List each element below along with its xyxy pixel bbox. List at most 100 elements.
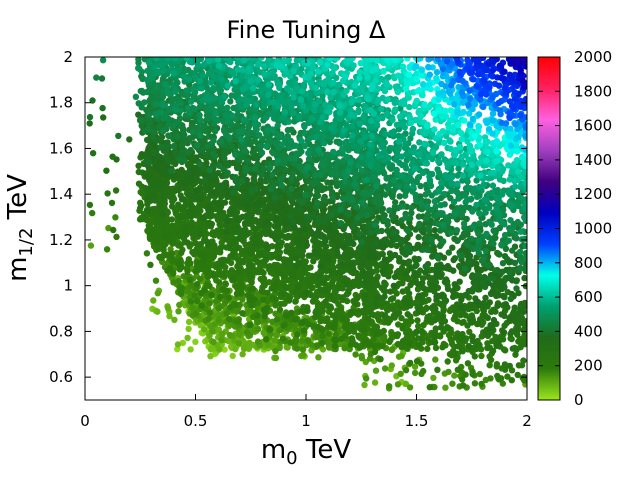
scatter-point xyxy=(444,285,452,293)
scatter-point xyxy=(249,302,256,309)
scatter-point xyxy=(499,380,506,387)
scatter-point xyxy=(514,371,521,379)
scatter-point xyxy=(398,237,406,244)
scatter-point xyxy=(126,136,133,143)
scatter-point xyxy=(263,244,270,251)
scatter-point xyxy=(416,307,423,315)
scatter-point xyxy=(425,246,432,254)
scatter-point xyxy=(196,224,203,231)
scatter-point xyxy=(292,338,299,346)
scatter-point xyxy=(398,315,405,322)
scatter-point xyxy=(178,284,185,292)
scatter-point xyxy=(339,261,347,268)
scatter-point xyxy=(243,329,251,336)
scatter-point xyxy=(221,149,228,156)
scatter-point xyxy=(231,246,239,253)
scatter-point xyxy=(135,180,143,187)
scatter-point xyxy=(160,242,168,250)
scatter-point xyxy=(384,227,391,234)
scatter-point xyxy=(154,181,161,188)
scatter-point xyxy=(138,117,145,124)
scatter-point xyxy=(362,278,369,286)
scatter-point xyxy=(345,287,352,294)
scatter-point xyxy=(295,283,302,290)
scatter-point xyxy=(522,339,527,347)
scatter-point xyxy=(285,297,293,304)
scatter-point xyxy=(235,340,243,347)
scatter-point xyxy=(278,239,285,246)
scatter-point xyxy=(457,252,464,259)
scatter-point xyxy=(370,335,377,343)
scatter-point xyxy=(99,104,106,112)
scatter-point xyxy=(335,301,342,308)
scatter-point xyxy=(412,262,419,270)
scatter-point xyxy=(484,314,491,321)
scatter-point xyxy=(327,303,334,310)
scatter-point xyxy=(416,222,423,229)
scatter-point xyxy=(331,336,338,344)
scatter-point xyxy=(185,318,193,326)
scatter-point xyxy=(218,330,226,338)
scatter-point xyxy=(178,249,185,256)
scatter-point xyxy=(156,254,163,261)
scatter-point xyxy=(347,341,355,348)
scatter-point xyxy=(420,322,427,329)
scatter-point xyxy=(226,331,234,339)
scatter-point xyxy=(224,217,231,224)
scatter-point xyxy=(514,331,521,338)
scatter-point xyxy=(86,201,94,209)
scatter-point xyxy=(312,309,320,317)
scatter-point xyxy=(281,166,289,173)
scatter-point xyxy=(161,194,168,201)
scatter-point xyxy=(283,312,290,319)
scatter-point xyxy=(458,311,465,318)
scatter-point xyxy=(208,188,215,195)
scatter-point xyxy=(87,242,95,249)
scatter-point xyxy=(340,315,347,322)
scatter-point xyxy=(250,177,258,184)
scatter-point xyxy=(287,271,295,278)
scatter-point xyxy=(208,220,215,228)
scatter-point xyxy=(374,294,381,301)
scatter-point xyxy=(243,203,251,210)
scatter-point xyxy=(227,304,234,311)
scatter-point xyxy=(279,335,287,342)
scatter-point xyxy=(223,310,230,317)
scatter-point xyxy=(507,314,514,322)
scatter-point xyxy=(407,359,414,367)
scatter-point xyxy=(259,268,266,275)
scatter-point xyxy=(210,251,217,259)
scatter-point xyxy=(113,233,120,241)
scatter-point xyxy=(270,264,277,271)
scatter-point xyxy=(235,217,242,224)
scatter-point xyxy=(193,281,201,288)
scatter-point xyxy=(192,310,199,317)
scatter-point xyxy=(145,173,152,180)
scatter-point xyxy=(485,275,492,282)
scatter-point xyxy=(367,282,374,289)
scatter-point xyxy=(181,179,188,187)
scatter-point xyxy=(501,253,509,260)
scatter-point xyxy=(307,252,315,259)
scatter-point xyxy=(206,332,213,339)
scatter-point xyxy=(459,376,466,383)
scatter-point xyxy=(217,184,224,191)
scatter-point xyxy=(502,274,510,282)
scatter-point xyxy=(221,199,229,206)
scatter-point xyxy=(103,246,111,253)
scatter-point xyxy=(491,267,499,274)
scatter-point xyxy=(193,187,200,194)
scatter-point xyxy=(352,351,359,358)
scatter-point xyxy=(372,367,380,374)
scatter-point xyxy=(178,196,186,203)
scatter-point xyxy=(399,325,406,332)
scatter-point xyxy=(98,75,106,82)
scatter-point xyxy=(450,267,457,274)
scatter-point xyxy=(372,240,379,247)
scatter-point xyxy=(464,241,471,248)
scatter-point xyxy=(218,336,225,344)
scatter-point xyxy=(315,354,322,361)
scatter-point xyxy=(329,194,336,201)
scatter-point xyxy=(500,329,508,336)
